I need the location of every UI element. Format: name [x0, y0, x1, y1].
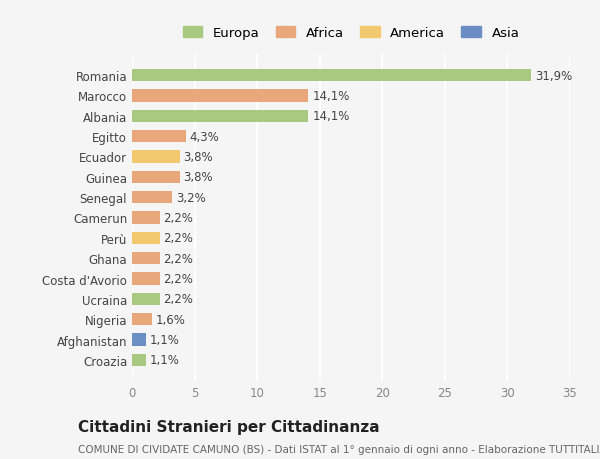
- Text: 1,6%: 1,6%: [156, 313, 185, 326]
- Bar: [132, 232, 160, 244]
- Text: 14,1%: 14,1%: [312, 90, 350, 103]
- Text: 2,2%: 2,2%: [163, 232, 193, 245]
- Bar: [132, 212, 160, 224]
- Bar: [132, 354, 146, 366]
- Bar: [132, 151, 179, 163]
- Bar: [132, 252, 160, 265]
- Text: 2,2%: 2,2%: [163, 212, 193, 224]
- Text: 3,2%: 3,2%: [176, 191, 206, 204]
- Bar: [132, 334, 146, 346]
- Text: 3,8%: 3,8%: [184, 171, 213, 184]
- Bar: [132, 131, 186, 143]
- Bar: [132, 171, 179, 184]
- Bar: [132, 70, 531, 82]
- Bar: [132, 273, 160, 285]
- Legend: Europa, Africa, America, Asia: Europa, Africa, America, Asia: [179, 22, 523, 44]
- Bar: [132, 192, 172, 204]
- Text: 14,1%: 14,1%: [312, 110, 350, 123]
- Text: Cittadini Stranieri per Cittadinanza: Cittadini Stranieri per Cittadinanza: [78, 419, 380, 434]
- Bar: [132, 90, 308, 102]
- Bar: [132, 111, 308, 123]
- Text: 3,8%: 3,8%: [184, 151, 213, 164]
- Text: 4,3%: 4,3%: [190, 130, 220, 143]
- Text: 2,2%: 2,2%: [163, 252, 193, 265]
- Text: 1,1%: 1,1%: [149, 353, 179, 367]
- Text: COMUNE DI CIVIDATE CAMUNO (BS) - Dati ISTAT al 1° gennaio di ogni anno - Elabora: COMUNE DI CIVIDATE CAMUNO (BS) - Dati IS…: [78, 444, 600, 454]
- Text: 31,9%: 31,9%: [535, 69, 572, 83]
- Text: 1,1%: 1,1%: [149, 333, 179, 346]
- Text: 2,2%: 2,2%: [163, 272, 193, 285]
- Bar: [132, 313, 152, 325]
- Bar: [132, 293, 160, 305]
- Text: 2,2%: 2,2%: [163, 293, 193, 306]
